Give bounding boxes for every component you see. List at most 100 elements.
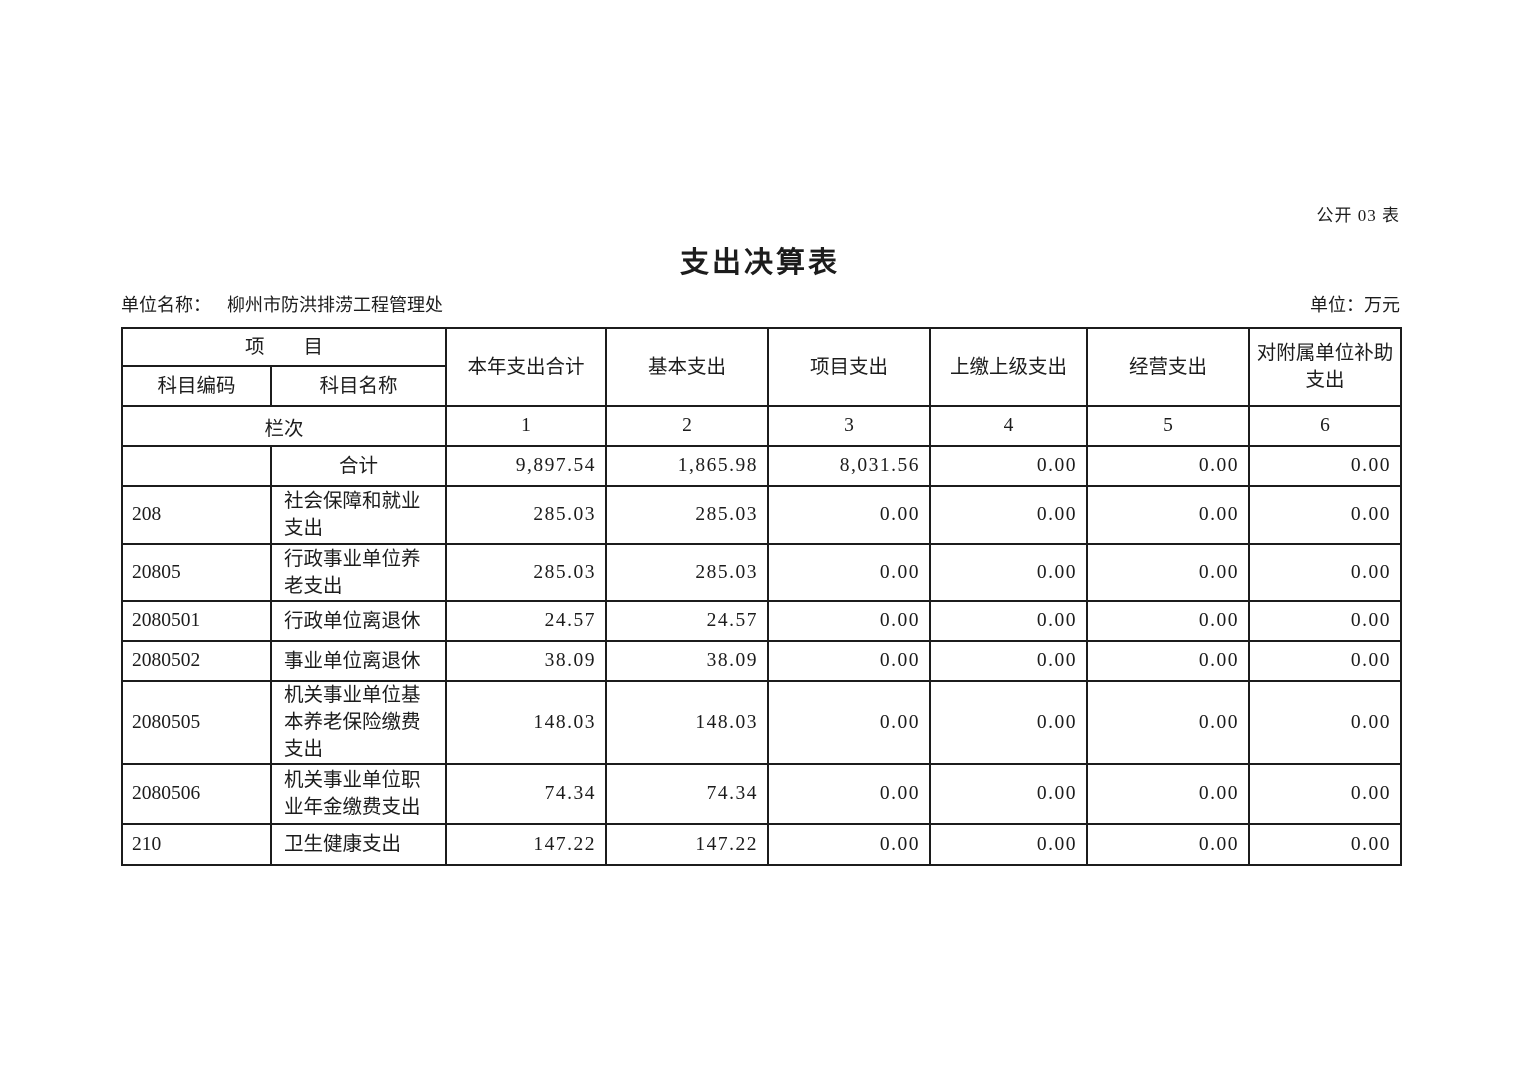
- value-cell: 0.00: [1086, 823, 1251, 866]
- header-basic-expenditure: 基本支出: [605, 327, 770, 407]
- value-cell: 285.03: [445, 543, 608, 602]
- header-total-expenditure: 本年支出合计: [445, 327, 608, 407]
- value-cell: 38.09: [445, 640, 608, 682]
- value-cell: 0.00: [1248, 600, 1403, 642]
- subject-name-cell: 事业单位离退休: [269, 640, 448, 682]
- subject-name-cell: 机关事业单位职业年金缴费支出: [269, 763, 448, 825]
- table-row: 20805 行政事业单位养老支出 285.03 285.03 0.00 0.00 0.00 0…: [121, 543, 1403, 602]
- total-row: 合计 9,897.54 1,865.98 8,031.56 0.00 0.00 0.00: [121, 445, 1403, 487]
- value-cell: 147.22: [445, 823, 608, 866]
- subject-code-cell: 2080505: [121, 680, 272, 765]
- value-cell: 0.00: [1248, 680, 1403, 765]
- table-row: 2080502 事业单位离退休 38.09 38.09 0.00 0.00 0.00 0.00: [121, 640, 1403, 682]
- subject-name-cell: 合计: [269, 445, 448, 487]
- value-cell: 285.03: [605, 543, 770, 602]
- column-index: 3: [767, 405, 932, 447]
- value-cell: 0.00: [1086, 485, 1251, 545]
- header-project-expenditure: 项目支出: [767, 327, 932, 407]
- value-cell: 0.00: [1248, 445, 1403, 487]
- expenditure-table: 项 目 本年支出合计 基本支出 项目支出 上缴上级支出 经营支出 对附属单位补助…: [120, 327, 1403, 866]
- column-index: 1: [445, 405, 608, 447]
- value-cell: 285.03: [605, 485, 770, 545]
- value-cell: 147.22: [605, 823, 770, 866]
- table-row: 208 社会保障和就业支出 285.03 285.03 0.00 0.00 0.00 0.00: [121, 485, 1403, 545]
- subject-name-cell: 行政单位离退休: [269, 600, 448, 642]
- value-cell: 74.34: [445, 763, 608, 825]
- info-row: 单位名称： 柳州市防洪排涝工程管理处 单位：万元: [121, 291, 1400, 317]
- value-cell: 0.00: [1086, 543, 1251, 602]
- value-cell: 0.00: [1248, 485, 1403, 545]
- value-cell: 0.00: [929, 600, 1089, 642]
- value-cell: 0.00: [929, 680, 1089, 765]
- subject-code-cell: 208: [121, 485, 272, 545]
- value-cell: 148.03: [445, 680, 608, 765]
- measure-unit-label: 单位：万元: [1310, 295, 1400, 315]
- value-cell: 24.57: [445, 600, 608, 642]
- value-cell: 9,897.54: [445, 445, 608, 487]
- subject-code-cell: 210: [121, 823, 272, 866]
- subject-code-cell: 20805: [121, 543, 272, 602]
- table-row: 2080501 行政单位离退休 24.57 24.57 0.00 0.00 0.00 0.00: [121, 600, 1403, 642]
- header-operating-expenditure: 经营支出: [1086, 327, 1251, 407]
- value-cell: 0.00: [767, 543, 932, 602]
- value-cell: 0.00: [929, 485, 1089, 545]
- value-cell: 1,865.98: [605, 445, 770, 487]
- page-title: 支出决算表: [679, 247, 840, 279]
- value-cell: 0.00: [929, 763, 1089, 825]
- value-cell: 0.00: [767, 485, 932, 545]
- value-cell: 0.00: [1086, 680, 1251, 765]
- value-cell: 148.03: [605, 680, 770, 765]
- value-cell: 285.03: [445, 485, 608, 545]
- table-row: 2080506 机关事业单位职业年金缴费支出 74.34 74.34 0.00 0.00 0…: [121, 763, 1403, 825]
- header-subject-name: 科目名称: [269, 365, 448, 407]
- value-cell: 0.00: [1086, 600, 1251, 642]
- subject-code-cell: 2080506: [121, 763, 272, 825]
- subject-code-cell: 2080501: [121, 600, 272, 642]
- subject-name-cell: 机关事业单位基本养老保险缴费支出: [269, 680, 448, 765]
- header-subject-code: 科目编码: [121, 365, 272, 407]
- value-cell: 8,031.56: [767, 445, 932, 487]
- value-cell: 24.57: [605, 600, 770, 642]
- value-cell: 0.00: [929, 543, 1089, 602]
- column-index: 4: [929, 405, 1089, 447]
- column-index: 6: [1248, 405, 1403, 447]
- value-cell: 0.00: [1086, 445, 1251, 487]
- table-row: 210 卫生健康支出 147.22 147.22 0.00 0.00 0.00 0.00: [121, 823, 1403, 866]
- value-cell: 0.00: [929, 445, 1089, 487]
- doc-number-label: 公开 03 表: [1316, 206, 1400, 225]
- value-cell: 0.00: [767, 680, 932, 765]
- column-index: 2: [605, 405, 770, 447]
- index-row-label: 栏次: [120, 405, 448, 447]
- table-header: 项 目 本年支出合计 基本支出 项目支出 上缴上级支出 经营支出 对附属单位补助…: [120, 327, 1403, 447]
- value-cell: 0.00: [1248, 640, 1403, 682]
- value-cell: 0.00: [929, 823, 1089, 866]
- value-cell: 0.00: [767, 823, 932, 866]
- subject-name-cell: 卫生健康支出: [269, 823, 448, 866]
- subject-code-cell: 2080502: [121, 640, 272, 682]
- value-cell: 74.34: [605, 763, 770, 825]
- unit-name-line: 单位名称： 柳州市防洪排涝工程管理处: [121, 291, 443, 317]
- column-index-row: 栏次 1 2 3 4 5 6: [120, 405, 1403, 447]
- header-subsidy-expenditure: 对附属单位补助支出: [1248, 327, 1403, 407]
- value-cell: 0.00: [1248, 763, 1403, 825]
- header-upper-level-expenditure: 上缴上级支出: [929, 327, 1089, 407]
- table-body: 合计 9,897.54 1,865.98 8,031.56 0.00 0.00 0.00 20…: [121, 445, 1403, 866]
- unit-name-value: 柳州市防洪排涝工程管理处: [227, 295, 443, 315]
- subject-name-cell: 行政事业单位养老支出: [269, 543, 448, 602]
- value-cell: 0.00: [767, 640, 932, 682]
- value-cell: 0.00: [767, 763, 932, 825]
- subject-name-cell: 社会保障和就业支出: [269, 485, 448, 545]
- value-cell: 38.09: [605, 640, 770, 682]
- value-cell: 0.00: [1248, 543, 1403, 602]
- subject-code-cell: [121, 445, 272, 487]
- value-cell: 0.00: [1086, 763, 1251, 825]
- table-row: 2080505 机关事业单位基本养老保险缴费支出 148.03 148.03 0.00 0…: [121, 680, 1403, 765]
- column-index: 5: [1086, 405, 1251, 447]
- header-item: 项 目: [120, 327, 448, 367]
- unit-name-label: 单位名称：: [121, 295, 211, 315]
- value-cell: 0.00: [1248, 823, 1403, 866]
- value-cell: 0.00: [1086, 640, 1251, 682]
- value-cell: 0.00: [929, 640, 1089, 682]
- value-cell: 0.00: [767, 600, 932, 642]
